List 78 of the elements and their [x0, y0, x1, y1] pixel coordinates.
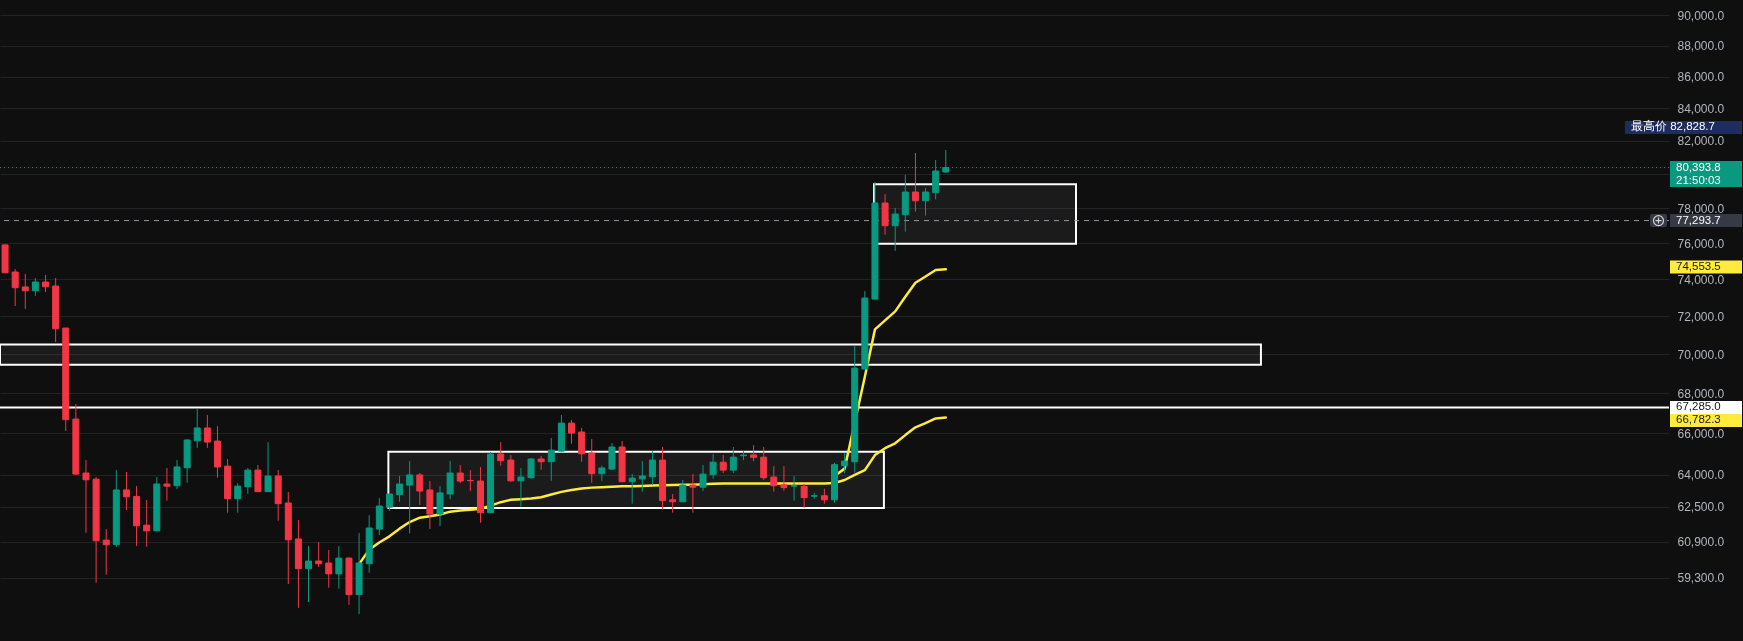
candlestick [699, 464, 707, 492]
candlestick [729, 446, 737, 474]
candlestick [11, 268, 19, 307]
y-tick-label: 78,000.0 [1677, 201, 1725, 216]
ref-line-label: 67,285.0 [1676, 400, 1721, 413]
candlestick [598, 465, 606, 482]
y-tick-label: 66,000.0 [1677, 426, 1725, 441]
candlestick [608, 442, 616, 471]
candlestick [193, 408, 201, 449]
candlestick [507, 454, 515, 483]
candlestick [679, 479, 687, 503]
y-tick-label: 82,000.0 [1677, 134, 1725, 149]
candlestick [254, 464, 262, 493]
y-tick-label: 62,500.0 [1677, 500, 1725, 515]
candlestick [770, 465, 778, 493]
candlestick [456, 464, 464, 484]
candlestick [102, 528, 110, 576]
candlestick [911, 152, 919, 213]
y-tick-label: 74,000.0 [1677, 272, 1725, 287]
candlestick [568, 419, 576, 445]
y-tick-label: 60,900.0 [1677, 535, 1725, 550]
candlestick [406, 460, 414, 534]
candlestick [628, 473, 636, 505]
y-tick-label: 72,000.0 [1677, 309, 1725, 324]
candlestick [497, 441, 505, 467]
candlestick [436, 485, 444, 527]
candlestick [385, 486, 393, 512]
candlestick [588, 438, 596, 484]
candlestick [638, 460, 646, 493]
candlestick [143, 499, 151, 548]
candlestick [173, 459, 181, 490]
y-tick-label: 90,000.0 [1677, 8, 1725, 23]
candlestick [517, 467, 525, 508]
candlestick [234, 482, 242, 514]
candlestick [922, 187, 930, 217]
candlestick [891, 207, 899, 252]
candlestick [335, 545, 343, 590]
y-tick-label: 84,000.0 [1677, 101, 1725, 116]
candlestick [841, 452, 849, 474]
candlestick [648, 450, 656, 486]
y-tick-label: 64,000.0 [1677, 468, 1725, 483]
candlestick [881, 193, 889, 236]
y-tick-label: 88,000.0 [1677, 39, 1725, 54]
y-tick-label: 86,000.0 [1677, 70, 1725, 85]
candlestick [82, 459, 90, 534]
candlestick [669, 493, 677, 514]
candlestick [264, 441, 272, 493]
y-tick-label: 76,000.0 [1677, 236, 1725, 251]
candlestick [305, 545, 313, 603]
text: 74,553.5 [1676, 260, 1721, 273]
candlestick [122, 471, 130, 511]
candlestick [760, 446, 768, 481]
candlestick [790, 475, 798, 502]
candlestick [375, 497, 383, 536]
candlestick [780, 465, 788, 492]
candlestick [315, 541, 323, 568]
y-tick-label: 70,000.0 [1677, 347, 1725, 362]
ref-line-label: 80,393.8 21:50:03 [1676, 160, 1721, 186]
candlestick [578, 427, 586, 463]
candlestick [416, 472, 424, 506]
candlestick [163, 467, 171, 502]
candlestick [466, 469, 474, 492]
y-tick-label: 68,000.0 [1677, 386, 1725, 401]
candlestick [396, 475, 404, 503]
candlestick [203, 414, 211, 449]
candlestick [689, 473, 697, 514]
candlestick [547, 437, 555, 482]
ref-line-label: 77,293.7 [1676, 213, 1721, 226]
candlestick [244, 467, 252, 495]
candlestick [21, 273, 29, 310]
candlestick [901, 174, 909, 233]
candlestick [800, 483, 808, 509]
candlestick [446, 460, 454, 500]
candlestick [325, 549, 333, 589]
annotation: 最高价 82,828.7 [1631, 119, 1715, 133]
y-tick-label: 59,300.0 [1677, 571, 1725, 586]
text: 66,782.3 [1676, 413, 1721, 426]
candlestick [709, 453, 717, 480]
